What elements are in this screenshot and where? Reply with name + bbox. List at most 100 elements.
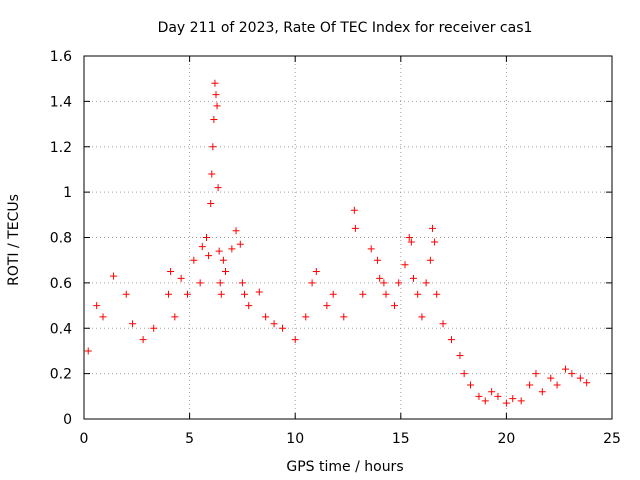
x-tick-label: 0 [80, 431, 89, 447]
data-point [214, 184, 222, 192]
data-point [481, 397, 489, 405]
data-point [418, 313, 426, 321]
data-point [395, 279, 403, 287]
y-tick-label: 0.6 [50, 276, 72, 292]
data-point [198, 243, 206, 251]
data-point [302, 313, 310, 321]
data-point [167, 268, 175, 276]
data-point [538, 388, 546, 396]
data-point [202, 234, 210, 241]
data-point [374, 256, 382, 264]
data-point [323, 302, 331, 310]
data-point [428, 224, 436, 232]
data-point [576, 374, 584, 382]
data-point [99, 313, 107, 321]
data-point [494, 392, 502, 400]
data-point [270, 320, 278, 328]
y-tick-label: 1.4 [50, 94, 72, 110]
axis-ticks: 0 5 10 15 20 25 0 0.2 0.4 0.6 0.8 1 1.2 1.4 1.6 [50, 49, 621, 447]
data-point [532, 370, 540, 378]
data-point [84, 347, 92, 355]
data-point [329, 290, 337, 298]
data-point [139, 336, 147, 344]
data-point [376, 274, 384, 282]
data-point [238, 279, 246, 287]
data-point [222, 268, 230, 276]
data-point [401, 261, 409, 269]
data-point [232, 227, 240, 235]
data-point [122, 290, 130, 298]
data-point [502, 399, 510, 407]
data-point [217, 290, 225, 298]
data-point [308, 279, 316, 287]
data-point [215, 247, 223, 255]
data-point [409, 274, 417, 282]
data-point [177, 274, 185, 282]
data-point [208, 170, 216, 178]
data-point [568, 370, 576, 378]
data-point [367, 245, 375, 253]
data-point [447, 336, 455, 344]
x-tick-label: 20 [497, 431, 515, 447]
data-point [456, 351, 464, 359]
y-tick-label: 0 [63, 412, 72, 428]
data-point [190, 256, 198, 264]
x-tick-label: 5 [185, 431, 194, 447]
data-point [509, 395, 517, 403]
y-tick-label: 0.2 [50, 367, 72, 383]
data-point [426, 256, 434, 264]
y-tick-label: 1.2 [50, 140, 72, 156]
data-point [291, 336, 299, 344]
x-tick-label: 15 [392, 431, 410, 447]
data-point [431, 238, 439, 246]
data-point [439, 320, 447, 328]
data-point [216, 279, 224, 287]
data-point [517, 397, 525, 405]
data-point [209, 143, 217, 151]
grid-lines [84, 56, 612, 419]
data-point [382, 290, 390, 298]
data-point [422, 279, 430, 287]
data-point [340, 313, 348, 321]
data-point [183, 290, 191, 298]
data-point [351, 224, 359, 232]
data-point [212, 91, 220, 99]
chart-title: Day 211 of 2023, Rate Of TEC Index for r… [158, 20, 533, 36]
data-point [407, 238, 415, 246]
x-tick-label: 10 [286, 431, 304, 447]
data-point [583, 379, 591, 387]
data-point [312, 268, 320, 276]
y-axis-label: ROTI / TECUs [6, 194, 22, 286]
data-point [553, 381, 561, 389]
x-tick-label: 25 [603, 431, 621, 447]
data-point [205, 252, 213, 260]
y-tick-label: 0.4 [50, 321, 72, 337]
y-tick-label: 0.8 [50, 231, 72, 247]
data-point [164, 290, 172, 298]
data-point [350, 206, 358, 214]
data-point [213, 102, 221, 110]
data-point [196, 279, 204, 287]
data-point [129, 320, 137, 328]
data-point [466, 381, 474, 389]
data-point [547, 374, 555, 382]
data-point [210, 116, 218, 124]
data-point [433, 290, 441, 298]
data-point [262, 313, 270, 321]
data-point [245, 302, 253, 310]
y-tick-label: 1.6 [50, 49, 72, 65]
data-point [228, 245, 236, 253]
data-point [562, 365, 570, 373]
data-point [236, 240, 244, 248]
data-point [219, 256, 227, 264]
data-point [241, 290, 249, 298]
data-point [390, 302, 398, 310]
y-tick-label: 1 [63, 185, 72, 201]
data-point [207, 199, 215, 207]
data-point [279, 324, 287, 332]
data-point [110, 272, 118, 280]
data-point [475, 392, 483, 400]
data-point [414, 290, 422, 298]
data-point [405, 234, 413, 241]
